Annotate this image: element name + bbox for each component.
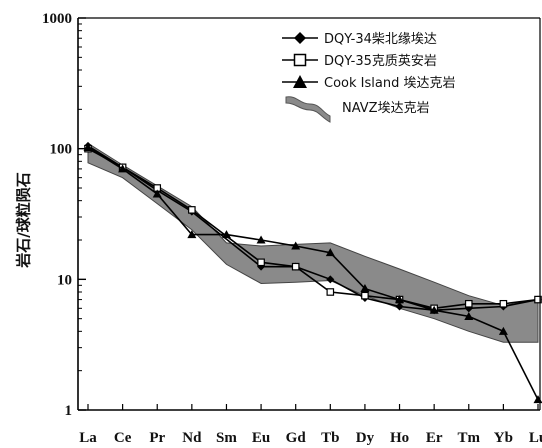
series-layer (83, 141, 542, 404)
series-1-point-dy (361, 291, 369, 300)
legend-label-dqy34: DQY-34柴北缘埃达 (324, 32, 437, 47)
y-tick-label-1: 1 (65, 403, 73, 419)
series-2-point-yb (498, 326, 508, 335)
legend-item-navz: NAVZ埃达克岩 (285, 96, 430, 123)
x-tick-label-sm: Sm (216, 430, 237, 446)
y-tick-label-1000: 1000 (42, 11, 72, 27)
series-0 (84, 141, 542, 315)
series-2-point-nd (187, 230, 197, 239)
series-2-point-ce (118, 164, 128, 173)
x-tick-label-er: Er (426, 430, 443, 446)
x-tick-label-tm: Tm (458, 430, 481, 446)
series-1-point-tb (326, 288, 335, 296)
legend-item-dqy34: DQY-34柴北缘埃达 (282, 32, 437, 47)
x-tick-label-ho: Ho (390, 430, 409, 446)
navz-band (87, 142, 539, 343)
y-tick-label-10: 10 (57, 272, 72, 288)
legend-item-dqy35: DQY-35克质英安岩 (282, 53, 437, 69)
x-tick-label-la: La (79, 430, 97, 446)
x-tick-label-nd: Nd (182, 430, 202, 446)
legend-marker-square (293, 53, 307, 67)
series-2-point-dy (360, 284, 370, 293)
series-line-2 (87, 146, 539, 401)
series-2-point-er (429, 305, 439, 314)
x-tick-label-eu: Eu (252, 430, 270, 446)
y-axis-title: 岩石/球粒陨石 (15, 172, 33, 268)
x-ticks: La Ce Pr Nd Sm Eu Gd Tb Dy Ho Er Tm Yb Lu (79, 404, 542, 446)
legend-label-navz: NAVZ埃达克岩 (342, 101, 430, 116)
legend-label-cook-island: Cook Island 埃达克岩 (324, 76, 455, 91)
legend-label-dqy35: DQY-35克质英安岩 (324, 54, 437, 69)
x-tick-label-tb: Tb (321, 430, 339, 446)
series-2-point-ho (395, 295, 405, 304)
x-tick-label-ce: Ce (114, 430, 132, 446)
x-tick-label-pr: Pr (149, 430, 165, 446)
legend-marker-diamond (294, 32, 306, 44)
series-1-point-tm (464, 299, 473, 308)
axes (77, 17, 541, 411)
series-2-point-tm (464, 311, 474, 320)
series-1-point-eu (257, 258, 265, 267)
series-0-point-tb (326, 275, 335, 284)
y-tick-label-100: 100 (50, 142, 73, 158)
series-1-point-lu (534, 295, 542, 304)
series-2-point-gd (291, 241, 301, 250)
x-tick-label-yb: Yb (494, 430, 513, 446)
series-1-point-nd (188, 206, 196, 214)
legend-band-swatch (285, 96, 331, 123)
series-line-1 (87, 147, 539, 310)
navz-band-layer (87, 142, 539, 343)
series-2-point-pr (152, 189, 162, 198)
x-tick-label-lu: Lu (529, 430, 542, 446)
x-tick-label-gd: Gd (286, 430, 307, 446)
legend-marker-triangle (293, 75, 307, 88)
legend-item-cook-island: Cook Island 埃达克岩 (282, 75, 455, 91)
series-1-point-yb (499, 299, 508, 308)
y-ticks: 1 10 100 1000 (42, 11, 86, 419)
series-1 (84, 144, 542, 313)
x-tick-label-dy: Dy (356, 430, 375, 446)
series-line-0 (87, 145, 539, 312)
legend: DQY-34柴北缘埃达 DQY-35克质英安岩 Cook Island 埃达克岩… (282, 32, 455, 123)
series-1-point-gd (291, 262, 300, 271)
series-2-point-eu (256, 235, 266, 244)
series-2-point-lu (533, 395, 542, 404)
series-2-point-sm (221, 230, 231, 239)
series-2 (83, 143, 542, 404)
series-0-point-ho (395, 302, 404, 311)
series-2-point-tb (325, 248, 335, 257)
